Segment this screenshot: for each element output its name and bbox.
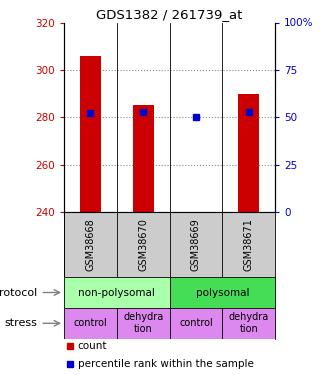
Bar xyxy=(117,308,170,339)
Text: polysomal: polysomal xyxy=(196,288,249,297)
Text: control: control xyxy=(74,318,107,328)
Text: GSM38671: GSM38671 xyxy=(244,218,254,271)
Bar xyxy=(170,277,275,308)
Text: protocol: protocol xyxy=(0,288,38,297)
Text: dehydra
tion: dehydra tion xyxy=(229,312,269,334)
Bar xyxy=(64,308,117,339)
Text: stress: stress xyxy=(5,318,38,328)
Text: GSM38669: GSM38669 xyxy=(191,218,201,271)
Text: percentile rank within the sample: percentile rank within the sample xyxy=(78,359,254,369)
Title: GDS1382 / 261739_at: GDS1382 / 261739_at xyxy=(96,8,243,21)
Text: count: count xyxy=(78,341,107,351)
Text: non-polysomal: non-polysomal xyxy=(78,288,155,297)
Bar xyxy=(80,56,101,212)
Bar xyxy=(132,105,154,212)
Text: dehydra
tion: dehydra tion xyxy=(123,312,163,334)
Text: control: control xyxy=(179,318,213,328)
Bar xyxy=(238,93,259,212)
Text: GSM38668: GSM38668 xyxy=(85,218,95,271)
Bar xyxy=(170,308,222,339)
Bar xyxy=(222,308,275,339)
Bar xyxy=(64,277,170,308)
Text: GSM38670: GSM38670 xyxy=(138,218,148,271)
